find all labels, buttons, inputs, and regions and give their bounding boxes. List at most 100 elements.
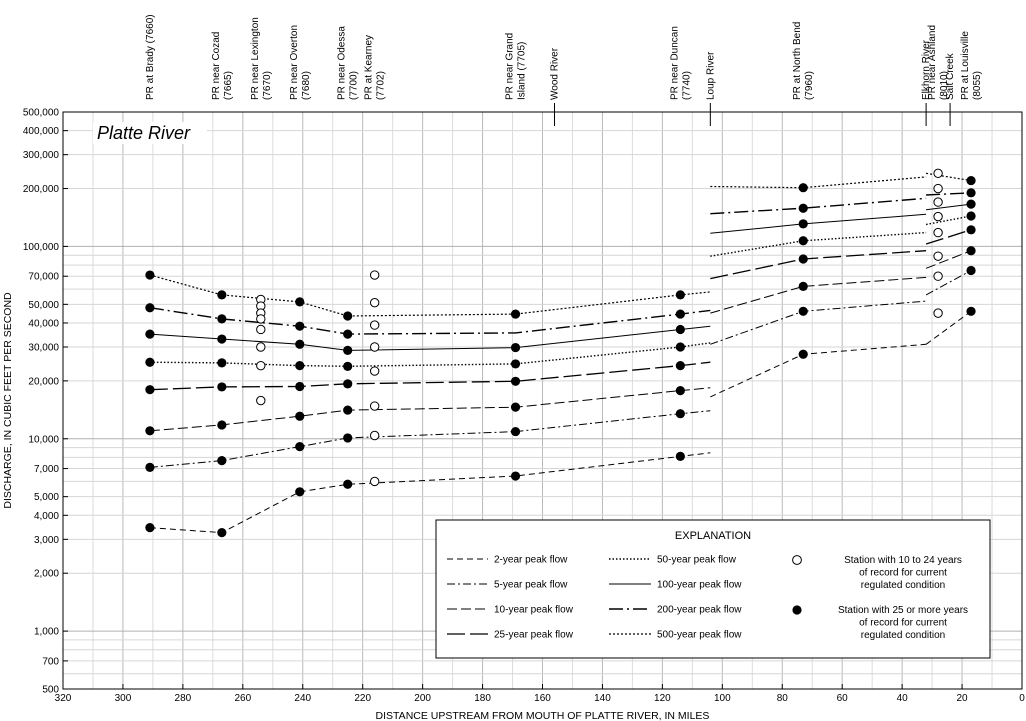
x-tick-label: 120 [654, 693, 671, 704]
station-marker-open [256, 324, 266, 335]
site-label: PR at North Bend [792, 22, 803, 100]
station-marker-filled [966, 175, 976, 186]
station-marker-filled [295, 381, 305, 392]
station-marker-filled [798, 281, 808, 291]
y-tick-label: 2,000 [34, 569, 59, 580]
station-marker-filled [510, 342, 521, 353]
y-tick-label: 3,000 [34, 535, 59, 546]
station-marker-filled [295, 321, 305, 331]
station-marker-filled [966, 199, 976, 209]
station-marker-filled [343, 479, 353, 489]
legend: EXPLANATION 2-year peak flow 5-year peak … [435, 519, 991, 659]
y-axis-label: DISCHARGE, IN CUBIC FEET PER SECOND [2, 292, 14, 509]
station-marker-filled [343, 311, 353, 321]
series-line [710, 197, 927, 215]
y-tick-label: 4,000 [34, 511, 59, 522]
station-marker-open [933, 183, 943, 194]
x-tick-label: 100 [714, 693, 731, 704]
legend-item-label: 100-year peak flow [657, 580, 742, 591]
series-line [149, 387, 711, 432]
y-axis-ticks: 500 700 1,000 2,000 3,000 4,000 5,000 7,000 10,0… [23, 108, 68, 696]
site-label: (7670) [262, 71, 273, 100]
station-marker-filled [675, 342, 685, 352]
station-marker-filled [145, 385, 155, 395]
station-marker-filled [295, 411, 305, 421]
y-tick-label: 40,000 [28, 318, 59, 329]
series-line [710, 213, 927, 234]
legend-title: EXPLANATION [675, 530, 751, 542]
x-tick-label: 280 [175, 693, 192, 704]
legend-item-label: 5-year peak flow [494, 580, 568, 591]
legend-marker-label: of record for current [859, 568, 947, 579]
site-label: PR at Louisville [960, 31, 971, 100]
series-line [925, 270, 972, 296]
station-marker-filled [966, 246, 976, 256]
station-marker-filled [145, 357, 155, 367]
site-labels: PR at Brady (7660) PR near Cozad (7665) PR … [145, 14, 983, 126]
series-line [149, 274, 711, 317]
site-label: PR near Odessa [337, 26, 348, 100]
station-marker-filled [145, 523, 155, 533]
y-tick-label: 30,000 [28, 343, 59, 354]
site-label: PR at Brady (7660) [145, 14, 156, 100]
series-line [710, 231, 927, 257]
series-line [149, 307, 711, 335]
legend-marker-filled [792, 605, 802, 615]
station-marker-filled [343, 433, 353, 443]
legend-item-label: 25-year peak flow [494, 630, 574, 641]
x-tick-label: 80 [777, 693, 789, 704]
legend-item-label: 2-year peak flow [494, 555, 568, 566]
station-marker-open [369, 366, 380, 376]
site-label: (8010) [939, 71, 950, 100]
series-line [926, 172, 972, 182]
station-marker-filled [145, 329, 155, 339]
station-marker-open [369, 320, 380, 330]
station-marker-open [933, 271, 943, 281]
series-line [925, 310, 972, 345]
station-marker-filled [343, 361, 353, 371]
site-label: Salt Creek [945, 52, 956, 100]
station-marker-filled [217, 382, 227, 392]
site-label: PR near Ashland [927, 25, 938, 100]
station-marker-filled [510, 359, 521, 369]
x-tick-label: 300 [115, 693, 132, 704]
station-marker-filled [798, 254, 808, 264]
x-tick-label: 200 [414, 693, 431, 704]
station-marker-open [369, 270, 380, 280]
site-label: (7680) [301, 71, 312, 100]
station-marker-filled [798, 219, 808, 229]
station-marker-filled [343, 405, 353, 415]
site-label: Wood River [549, 47, 560, 100]
station-marker-open [369, 342, 380, 352]
legend-box [435, 519, 991, 659]
station-marker-filled [510, 426, 521, 437]
station-marker-filled [966, 265, 976, 276]
station-marker-filled [798, 306, 808, 316]
site-label: PR near Cozad [211, 32, 222, 100]
series-line [925, 229, 972, 245]
station-marker-filled [217, 314, 227, 324]
station-marker-filled [798, 183, 808, 193]
y-tick-label: 1,000 [34, 627, 59, 638]
station-marker-filled [217, 290, 227, 300]
series-line [925, 250, 972, 269]
x-tick-label: 20 [957, 693, 969, 704]
station-marker-filled [966, 225, 976, 235]
series-line [149, 361, 711, 391]
series-line [926, 192, 972, 196]
station-marker-filled [798, 203, 808, 213]
station-marker-filled [343, 379, 353, 389]
station-marker-open [933, 168, 943, 179]
x-axis-label: DISTANCE UPSTREAM FROM MOUTH OF PLATTE R… [376, 710, 710, 721]
series-line [149, 342, 711, 368]
station-marker-open [369, 430, 380, 441]
site-label: Island (7705) [517, 42, 528, 100]
series-line [710, 176, 927, 189]
station-marker-filled [217, 358, 227, 368]
legend-item-label: 500-year peak flow [657, 630, 742, 641]
y-tick-label: 300,000 [23, 150, 60, 161]
station-marker-filled [675, 290, 685, 300]
site-label: PR at Kearney [364, 35, 375, 100]
legend-marker-open [792, 555, 802, 565]
x-axis-ticks: 320 300 280 260 240 220 200 180 160 140 120 100 80 60… [55, 684, 1025, 704]
